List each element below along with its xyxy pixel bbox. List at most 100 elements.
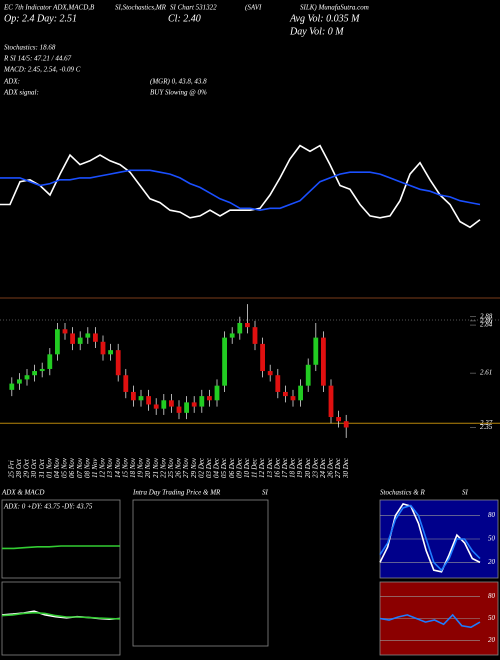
candle-body	[176, 406, 182, 413]
x-tick-label: 30 Oct	[30, 458, 38, 479]
header-text: R SI 14/5: 47.21 / 44.67	[3, 55, 72, 63]
y-tick-label: 80	[488, 592, 496, 600]
candle-body	[267, 371, 273, 376]
x-tick-label: 29 Oct	[23, 458, 31, 478]
x-tick-label: 05 Nov	[61, 457, 69, 478]
x-tick-label: 08 Nov	[83, 457, 91, 478]
x-tick-label: 12 Nov	[99, 457, 107, 478]
candle-body	[62, 329, 68, 334]
candle-body	[100, 341, 106, 355]
annotation: ADX: 0 +DY: 43.75 -DY: 43.75	[3, 503, 93, 511]
candle-body	[313, 337, 319, 365]
candle-body	[298, 385, 303, 401]
candle-body	[199, 396, 205, 407]
header-text: EC 7th Indicator ADX,MACD,B	[3, 4, 95, 12]
x-tick-label: 22 Nov	[159, 457, 167, 478]
candle-body	[32, 371, 37, 376]
header-text: ADX:	[3, 78, 20, 86]
candle-body	[138, 396, 144, 401]
x-tick-label: 15 Nov	[121, 457, 129, 478]
x-tick-label: 01 Nov	[45, 457, 53, 478]
candle-body	[55, 329, 60, 355]
candle-body	[275, 375, 281, 392]
candle-body	[214, 385, 220, 401]
panel-frame	[1, 499, 121, 579]
x-tick-label: 03 Dec	[205, 457, 213, 478]
candle-body	[24, 375, 30, 380]
x-tick-label: 20 Nov	[144, 457, 152, 478]
x-tick-label: 24 Dec	[319, 457, 327, 478]
y-tick-label: 20	[488, 636, 496, 644]
x-tick-label: 19 Nov	[137, 457, 145, 478]
panel-frame	[132, 499, 269, 647]
x-tick-label: 27 Dec	[334, 457, 342, 478]
header-text: Stochastics: 18.68	[4, 44, 56, 52]
candle-body	[328, 385, 334, 418]
x-tick-label: 19 Dec	[296, 457, 304, 478]
x-tick-label: 06 Nov	[68, 457, 76, 478]
panel-subtitle: SI	[462, 489, 469, 497]
x-tick-label: 26 Dec	[327, 457, 335, 478]
x-tick-label: 26 Nov	[175, 457, 183, 478]
candle-body	[184, 402, 189, 413]
panel-subtitle: SI	[262, 489, 269, 497]
x-tick-label: 11 Dec	[251, 458, 259, 478]
x-tick-label: 27 Nov	[182, 457, 190, 478]
candle-body	[237, 322, 243, 334]
y-tick-label: 2.61	[480, 369, 492, 377]
x-tick-label: 10 Dec	[243, 457, 251, 478]
x-tick-label: 09 Dec	[235, 457, 243, 478]
header-text: SI Chart 531322	[170, 4, 217, 12]
x-tick-label: 12 Dec	[258, 457, 266, 478]
y-tick-label: 2.86	[480, 317, 493, 325]
x-tick-label: 02 Dec	[197, 457, 205, 478]
header-text: (SAVI	[245, 4, 262, 12]
candle-body	[305, 364, 311, 386]
x-tick-label: 13 Dec	[266, 457, 274, 478]
candle-body	[93, 333, 98, 342]
candle-body	[343, 421, 349, 428]
candle-body	[77, 337, 83, 344]
candle-body	[191, 402, 197, 407]
x-tick-label: 04 Nov	[53, 457, 61, 478]
series-line	[2, 545, 120, 550]
x-tick-label: 25 Fri	[7, 460, 15, 478]
candle-body	[39, 368, 45, 372]
y-tick-label: 2.84	[480, 321, 493, 329]
candle-body	[115, 350, 121, 376]
header-text: (MGR) 0, 43.8, 43.8	[150, 78, 207, 86]
candle-body	[283, 391, 288, 397]
candle-body	[161, 400, 167, 409]
candle-body	[153, 404, 159, 409]
series-line	[379, 502, 481, 573]
header-text: ADX signal:	[3, 89, 39, 97]
candle-body	[146, 396, 151, 405]
x-tick-label: 11 Nov	[91, 458, 99, 478]
candle-body	[336, 417, 341, 422]
x-tick-label: 29 Nov	[190, 457, 198, 478]
candle-body	[47, 354, 53, 369]
x-tick-label: 16 Dec	[273, 457, 281, 478]
y-tick-label: 2.35	[480, 423, 493, 431]
panel-title: ADX & MACD	[1, 489, 44, 497]
series-line	[0, 144, 481, 229]
x-tick-label: 31 Oct	[38, 458, 46, 479]
x-tick-label: 20 Dec	[304, 457, 312, 478]
x-tick-label: 30 Dec	[342, 457, 350, 479]
x-tick-label: 13 Nov	[106, 457, 114, 478]
x-tick-label: 25 Nov	[167, 457, 175, 478]
candle-body	[245, 322, 250, 328]
y-tick-label: 50	[488, 535, 496, 543]
panel-title: Stochastics & R	[380, 489, 425, 497]
header-text: BUY Slowing @ 0%	[150, 89, 207, 97]
candle-body	[131, 391, 136, 401]
candle-body	[222, 337, 227, 386]
candle-body	[85, 333, 91, 338]
candle-body	[123, 375, 129, 392]
header-text: Avg Vol: 0.035 M	[289, 13, 360, 24]
header-text: SILK) MunafaSutra.com	[300, 4, 369, 12]
candle-body	[260, 343, 265, 372]
candle-body	[229, 333, 235, 338]
series-line	[379, 504, 481, 572]
